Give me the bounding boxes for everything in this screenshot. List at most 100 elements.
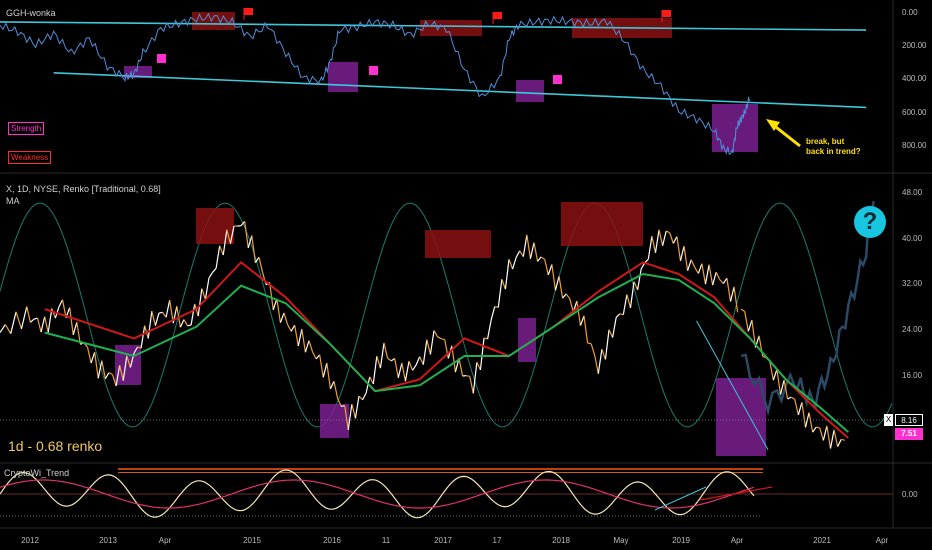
renko-segment bbox=[551, 264, 557, 291]
x-tick-label: 2017 bbox=[434, 536, 452, 545]
renko-segment bbox=[76, 322, 81, 345]
renko-segment bbox=[61, 299, 67, 318]
renko-segment bbox=[197, 288, 203, 317]
renko-segment bbox=[354, 395, 360, 419]
marker-icon bbox=[553, 75, 562, 84]
renko-segment bbox=[326, 362, 332, 389]
renko-segment bbox=[404, 361, 410, 382]
x-tick-label: 11 bbox=[382, 536, 391, 545]
renko-segment bbox=[72, 322, 78, 336]
renko-segment bbox=[215, 245, 221, 269]
renko-segment bbox=[58, 299, 64, 308]
renko-segment bbox=[829, 429, 835, 449]
renko-segment bbox=[787, 396, 792, 400]
renko-segment bbox=[637, 268, 642, 291]
renko-segment bbox=[104, 372, 110, 380]
renko-segment bbox=[458, 358, 464, 377]
renko-segment bbox=[486, 319, 492, 340]
strength-box bbox=[328, 62, 358, 92]
renko-segment bbox=[494, 305, 499, 308]
renko-segment bbox=[812, 426, 817, 433]
renko-segment bbox=[612, 317, 617, 338]
renko-segment bbox=[769, 361, 774, 381]
renko-segment bbox=[841, 438, 845, 441]
renko-segment bbox=[433, 330, 439, 338]
renko-segment bbox=[261, 272, 267, 286]
renko-segment bbox=[651, 236, 657, 253]
renko-segment bbox=[179, 319, 185, 328]
renko-segment bbox=[654, 229, 660, 253]
renko-segment bbox=[504, 259, 510, 290]
renko-segment bbox=[562, 293, 567, 299]
renko-segment bbox=[337, 397, 342, 407]
renko-segment bbox=[587, 342, 592, 345]
renko-segment bbox=[794, 399, 799, 416]
renko-segment bbox=[669, 232, 674, 244]
renko-segment bbox=[512, 257, 517, 270]
renko-segment bbox=[712, 272, 717, 286]
renko-segment bbox=[347, 403, 353, 430]
weakness-box bbox=[561, 202, 643, 246]
renko-segment bbox=[415, 356, 421, 366]
renko-segment bbox=[697, 263, 703, 274]
renko-segment bbox=[158, 311, 163, 314]
cycle-wave bbox=[0, 202, 893, 428]
renko-segment bbox=[569, 298, 574, 313]
weakness-box bbox=[192, 12, 235, 30]
renko-segment bbox=[412, 364, 417, 371]
renko-segment bbox=[826, 425, 832, 449]
renko-segment bbox=[376, 355, 381, 369]
renko-segment bbox=[497, 279, 503, 308]
flag-icon bbox=[244, 8, 253, 15]
renko-segment bbox=[287, 324, 292, 332]
renko-segment bbox=[283, 312, 289, 325]
renko-segment bbox=[33, 317, 38, 320]
renko-segment bbox=[369, 376, 374, 385]
renko-segment bbox=[4, 324, 12, 334]
renko-segment bbox=[626, 294, 632, 309]
renko-segment bbox=[429, 330, 435, 355]
renko-segment bbox=[422, 339, 428, 365]
renko-segment bbox=[94, 352, 99, 379]
annotation-line-1: break, but bbox=[806, 137, 845, 146]
strength-box bbox=[115, 345, 141, 385]
renko-segment bbox=[676, 236, 682, 261]
x-tick-label: Apr bbox=[731, 536, 744, 545]
renko-segment bbox=[604, 329, 610, 360]
renko-segment bbox=[133, 346, 139, 354]
renko-segment bbox=[183, 319, 189, 327]
renko-segment bbox=[140, 325, 146, 349]
main-y-tick: 48.00 bbox=[902, 188, 923, 197]
renko-segment bbox=[304, 340, 310, 353]
renko-segment bbox=[476, 361, 481, 371]
renko-segment bbox=[526, 234, 532, 259]
renko-segment bbox=[229, 225, 235, 244]
renko-segment bbox=[419, 356, 424, 365]
renko-segment bbox=[508, 259, 514, 270]
renko-segment bbox=[683, 246, 689, 271]
renko-segment bbox=[254, 256, 260, 263]
renko-segment bbox=[437, 336, 442, 340]
renko-segment bbox=[383, 342, 389, 359]
renko-segment bbox=[162, 312, 167, 318]
renko-segment bbox=[333, 381, 339, 399]
renko-segment bbox=[101, 360, 106, 379]
renko-segment bbox=[558, 276, 564, 299]
renko-segment bbox=[479, 337, 485, 370]
renko-segment bbox=[10, 311, 17, 334]
renko-segment bbox=[154, 312, 160, 326]
annotation-line-2: back in trend? bbox=[806, 147, 861, 156]
renko-segment bbox=[322, 362, 328, 378]
renko-segment bbox=[554, 276, 560, 291]
renko-segment bbox=[86, 346, 92, 364]
renko-segment bbox=[387, 357, 392, 362]
renko-segment bbox=[576, 300, 582, 326]
renko-segment bbox=[837, 439, 842, 447]
renko-segment bbox=[833, 429, 839, 447]
bottom-trend-line-cyan bbox=[654, 486, 707, 511]
renko-segment bbox=[679, 245, 685, 261]
renko-segment bbox=[694, 267, 699, 274]
renko-segment bbox=[297, 328, 303, 347]
marker-icon bbox=[369, 66, 378, 75]
renko-segment bbox=[29, 318, 35, 323]
